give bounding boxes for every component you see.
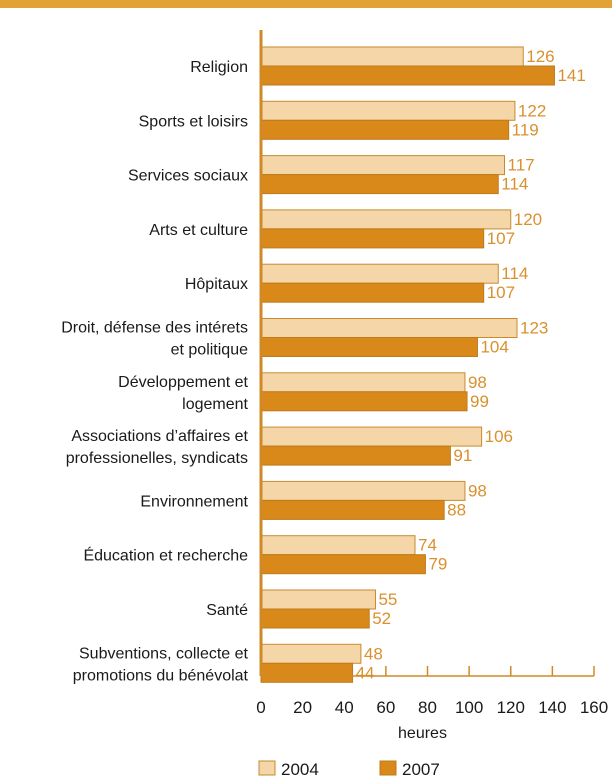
bar-2004: [260, 263, 499, 284]
legend-label: 2004: [281, 760, 319, 779]
bar-2007: [260, 337, 478, 357]
value-label: 98: [468, 373, 487, 392]
value-label: 114: [501, 175, 528, 194]
category-label-line: Associations d’affaires et: [71, 428, 248, 445]
category-label-line: promotions du bénévolat: [73, 667, 249, 684]
value-label: 141: [557, 66, 585, 85]
bar-2007: [260, 445, 451, 466]
category-label: Environnement: [140, 493, 248, 510]
value-label: 79: [428, 555, 447, 574]
value-label: 126: [526, 47, 554, 66]
value-label: 120: [514, 210, 542, 229]
bar-2007: [260, 391, 468, 412]
value-label: 91: [453, 446, 472, 465]
top-rule: [0, 0, 612, 8]
bar-2004: [260, 535, 416, 556]
x-tick-label: 140: [538, 698, 566, 717]
value-label: 44: [356, 663, 375, 682]
bar-2007: [260, 662, 354, 683]
category-label: Développement et logement: [118, 374, 248, 413]
bar-2004: [260, 480, 466, 501]
x-tick-label: 120: [497, 698, 525, 717]
value-label: 52: [372, 609, 391, 628]
category-label: Sports et loisirs: [139, 113, 248, 130]
category-label: Subventions, collecte et promotions du bé…: [73, 645, 249, 684]
legend-label: 2007: [402, 760, 440, 779]
bar-2007: [260, 554, 426, 575]
category-label-line: Développement et: [118, 374, 248, 391]
bar-2007: [260, 608, 370, 629]
bar-2007: [260, 119, 510, 140]
bar-2007: [260, 282, 485, 303]
value-label: 106: [485, 427, 513, 446]
value-label: 98: [468, 481, 487, 500]
category-label-line: et politique: [171, 342, 248, 359]
bars-layer: [260, 46, 555, 683]
value-label: 55: [378, 590, 397, 609]
value-label: 88: [447, 500, 466, 519]
x-tick-label: 60: [376, 698, 395, 717]
category-label: Services sociaux: [128, 168, 248, 185]
bar-2007: [260, 65, 555, 86]
bar-2004: [260, 372, 466, 393]
value-label: 48: [364, 644, 383, 663]
axis-layer: 0 20 40 60 80 100 120 140 160 heures: [256, 30, 608, 742]
category-label-line: Hôpitaux: [185, 276, 248, 293]
category-label-line: Droit, défense des intérets: [61, 320, 248, 337]
bar-2004: [260, 426, 483, 447]
category-label-line: Éducation et recherche: [83, 546, 248, 565]
value-label: 107: [487, 229, 515, 248]
category-label: Arts et culture: [149, 222, 248, 239]
x-tick-label: 20: [293, 698, 312, 717]
category-label: Associations d’affaires et professionelle…: [66, 428, 249, 467]
bar-2007: [260, 174, 499, 195]
category-label: Éducation et recherche: [83, 546, 248, 565]
value-label: 107: [487, 283, 515, 302]
bar-2004: [260, 643, 362, 664]
category-label-line: Subventions, collecte et: [79, 645, 249, 662]
category-label-line: logement: [182, 396, 248, 413]
x-axis-title: heures: [398, 725, 447, 742]
value-label: 117: [508, 156, 535, 175]
legend-swatch-2007: [379, 760, 397, 776]
category-label: Droit, défense des intérets et politique: [61, 320, 248, 359]
value-label: 119: [512, 120, 539, 139]
category-label-line: Sports et loisirs: [139, 113, 248, 130]
value-label: 104: [480, 338, 508, 357]
legend-layer: 2004 2007: [258, 760, 440, 779]
bar-2004: [260, 155, 506, 176]
value-label: 99: [470, 392, 489, 411]
category-label: Hôpitaux: [185, 276, 248, 293]
category-label-line: professionelles, syndicats: [66, 450, 248, 467]
x-tick-label: 0: [256, 698, 265, 717]
bar-2007: [260, 228, 485, 249]
category-label: Religion: [190, 59, 248, 76]
bar-2004: [260, 46, 524, 67]
category-label-line: Environnement: [140, 493, 248, 510]
bar-2004: [260, 209, 512, 230]
category-label: Santé: [206, 602, 248, 619]
x-tick-label: 40: [335, 698, 354, 717]
value-label: 123: [520, 319, 548, 338]
bar-2007: [260, 499, 445, 520]
legend-swatch-2004: [258, 760, 276, 776]
x-tick-label: 80: [418, 698, 437, 717]
category-label-line: Religion: [190, 59, 248, 76]
bar-2004: [260, 100, 516, 121]
value-label: 122: [518, 101, 546, 120]
category-label-line: Arts et culture: [149, 222, 248, 239]
bar-2004: [260, 318, 518, 338]
value-label: 114: [501, 264, 528, 283]
category-label-line: Santé: [206, 602, 248, 619]
value-label: 74: [418, 536, 437, 555]
category-label-line: Services sociaux: [128, 168, 248, 185]
bar-2004: [260, 589, 376, 610]
x-tick-label: 160: [580, 698, 608, 717]
x-tick-label: 100: [455, 698, 483, 717]
